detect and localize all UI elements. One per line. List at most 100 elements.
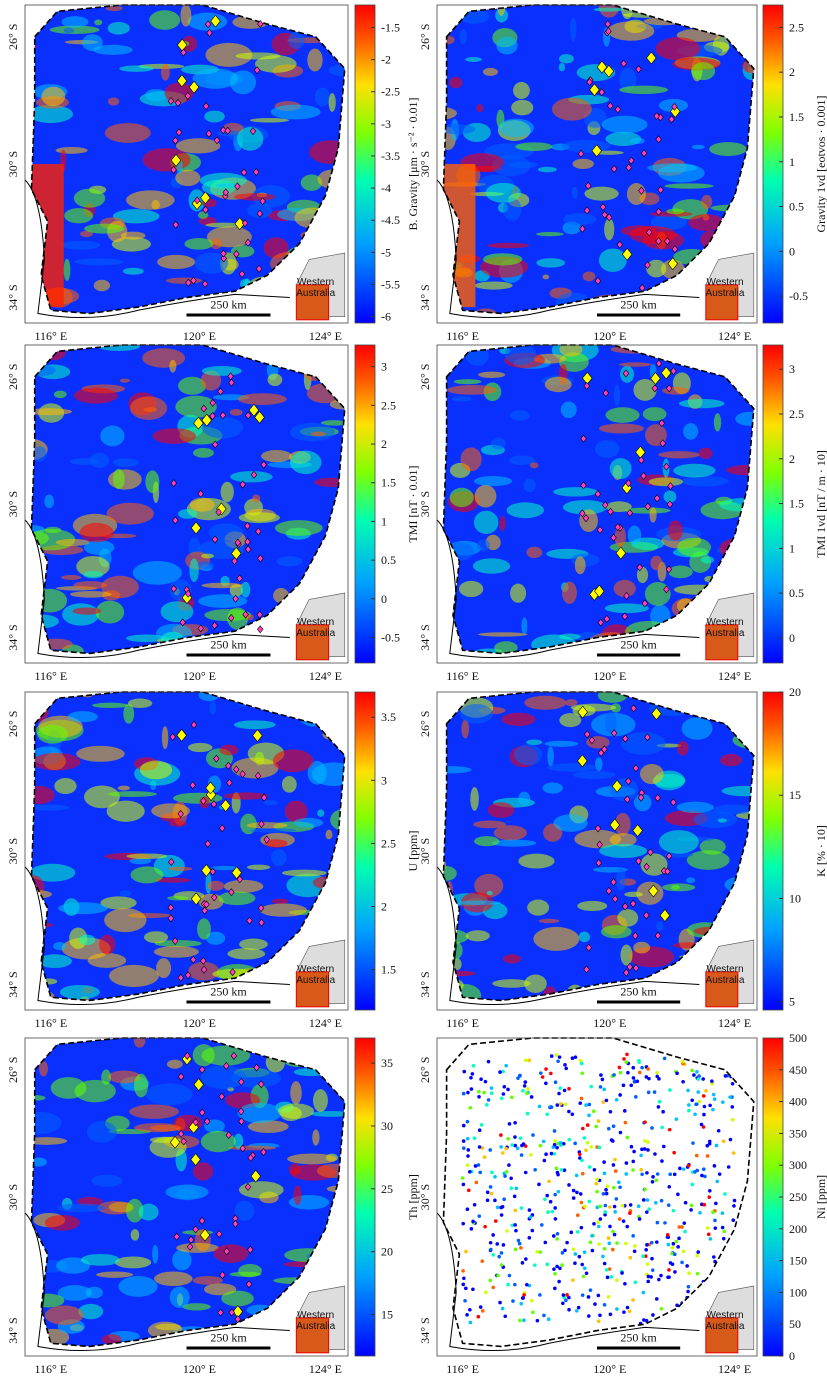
anomaly [465, 345, 489, 366]
coastline [436, 179, 700, 319]
sample-point [712, 1061, 716, 1065]
anomaly [658, 830, 699, 854]
anomaly [32, 753, 81, 771]
sample-point [667, 1275, 671, 1280]
anomaly [293, 817, 324, 828]
anomaly [31, 587, 34, 600]
anomaly [201, 365, 242, 376]
deposit-marker [257, 19, 264, 28]
sample-point [635, 1079, 640, 1084]
sample-point [701, 1125, 706, 1129]
sample-point [532, 1263, 537, 1267]
sample-point [500, 1306, 505, 1311]
deposit-marker [247, 1153, 254, 1162]
colorbar-tick-label: -2 [381, 53, 391, 67]
anomaly [553, 487, 598, 497]
sample-point [579, 1096, 584, 1101]
sample-point [628, 1255, 633, 1260]
anomaly [449, 487, 474, 508]
sample-point [528, 1215, 533, 1219]
colorbar [354, 691, 376, 1011]
sample-point [580, 1071, 585, 1076]
anomaly [152, 428, 197, 444]
anomaly [693, 926, 737, 936]
sample-point [642, 1318, 646, 1322]
deposit-marker [169, 1135, 181, 1149]
anomaly [97, 345, 140, 351]
deposit-marker [242, 610, 249, 619]
anomaly [114, 1256, 152, 1269]
sample-point [621, 1083, 626, 1088]
sample-point [573, 1141, 577, 1146]
deposit-marker [626, 962, 633, 971]
sample-point [612, 1232, 617, 1237]
deposit-marker [167, 903, 174, 912]
anomaly [686, 297, 698, 314]
sample-point [694, 1297, 699, 1302]
sample-point [573, 1261, 577, 1266]
anomaly [126, 1198, 144, 1223]
anomaly [156, 958, 172, 979]
sample-point [567, 1137, 572, 1142]
deposit-marker [170, 166, 177, 174]
sample-point [530, 1228, 535, 1233]
deposit-marker [190, 892, 202, 906]
deposit-marker [231, 866, 242, 880]
sample-point [677, 1311, 682, 1316]
sample-point [614, 1197, 619, 1201]
sample-point [618, 1093, 622, 1097]
sample-point [520, 1261, 525, 1265]
colorbar-tick-label: 15 [789, 788, 801, 802]
sample-point [493, 1198, 497, 1203]
deposit-marker [219, 1271, 226, 1280]
anomaly [274, 5, 286, 17]
sample-point [708, 1237, 713, 1241]
sample-point [499, 1205, 503, 1210]
lon-label: 116° E [34, 1016, 67, 1030]
sample-point [513, 1120, 517, 1125]
colorbar-label: TMI 1vd [nT / m · 10] [814, 450, 827, 558]
sample-point [645, 1210, 649, 1214]
sample-point [538, 1143, 543, 1148]
sample-point [462, 1069, 467, 1074]
sample-point [677, 1236, 681, 1241]
sample-point [680, 1260, 684, 1265]
deposit-marker [201, 906, 208, 915]
colorbar-tick-label: 2.5 [381, 836, 396, 850]
colorbar [762, 691, 784, 1011]
anomaly [281, 776, 297, 793]
sample-point [708, 1103, 712, 1108]
anomaly [613, 579, 636, 598]
deposit-marker [168, 857, 175, 866]
sample-point [552, 1267, 556, 1271]
anomaly [310, 1111, 345, 1117]
lon-label: 116° E [446, 1362, 479, 1376]
sample-point [489, 1086, 494, 1090]
anomaly [272, 749, 314, 773]
sample-point [624, 1161, 629, 1165]
deposit-marker [651, 707, 662, 721]
deposit-marker [632, 964, 640, 973]
region-outline [30, 4, 346, 315]
sample-point [535, 1318, 540, 1323]
anomaly [206, 931, 226, 945]
colorbar-tick-label: 500 [789, 1031, 807, 1045]
sample-point [461, 1182, 466, 1187]
deposit-marker [222, 188, 229, 197]
sample-point [631, 1065, 636, 1070]
anomaly [39, 1061, 48, 1077]
sample-point [631, 1076, 636, 1080]
anomaly [582, 271, 596, 282]
sample-point [464, 1249, 468, 1254]
deposit-marker [626, 508, 634, 517]
deposit-marker [199, 1228, 211, 1242]
anomaly [613, 384, 621, 406]
anomaly [486, 890, 493, 896]
anomaly [719, 754, 743, 767]
sample-point [579, 1200, 584, 1205]
anomaly [474, 484, 497, 508]
lon-label: 120° E [183, 1362, 216, 1376]
deposit-marker [179, 618, 186, 627]
anomaly [646, 259, 667, 278]
sample-point [637, 1217, 642, 1221]
